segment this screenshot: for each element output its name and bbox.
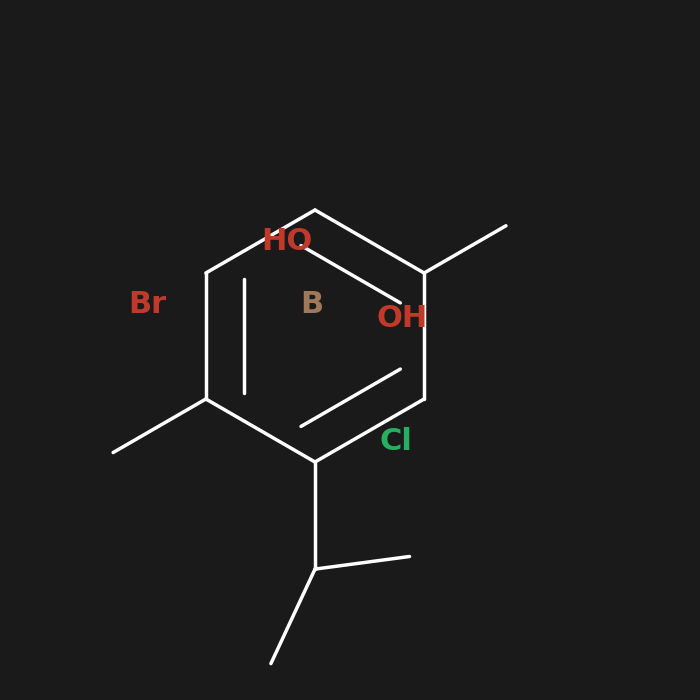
Text: OH: OH [377,304,428,333]
Text: Cl: Cl [379,426,412,456]
Text: Br: Br [128,290,166,319]
Text: HO: HO [261,227,313,256]
Text: B: B [300,290,323,319]
